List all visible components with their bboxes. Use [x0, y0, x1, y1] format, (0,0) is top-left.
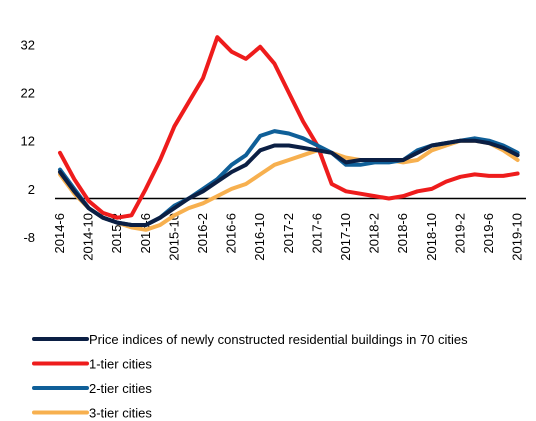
- legend-label: 2-tier cities: [89, 381, 152, 396]
- x-tick-label: 2016-10: [252, 213, 267, 261]
- x-tick-label: 2015-10: [166, 213, 181, 261]
- legend-label: 1-tier cities: [89, 357, 152, 372]
- x-tick-label: 2016-6: [224, 213, 239, 253]
- y-tick-label: -8: [23, 230, 35, 245]
- y-tick-label: 2: [28, 182, 35, 197]
- series-line: [58, 35, 520, 220]
- legend-label: Price indices of newly constructed resid…: [89, 332, 468, 347]
- x-tick-label: 2016-2: [195, 213, 210, 253]
- y-tick-label: 32: [21, 37, 35, 52]
- x-tick-label: 2014-6: [52, 213, 67, 253]
- x-tick-label: 2019-10: [510, 213, 525, 261]
- x-tick-label: 2014-10: [81, 213, 96, 261]
- x-tick-label: 2018-6: [395, 213, 410, 253]
- x-tick-label: 2015-6: [138, 213, 153, 253]
- x-tick-label: 2018-2: [367, 213, 382, 253]
- y-tick-label: 22: [21, 86, 35, 101]
- y-tick-label: 12: [21, 134, 35, 149]
- x-tick-label: 2017-6: [309, 213, 324, 253]
- x-tick-label: 2017-2: [281, 213, 296, 253]
- x-tick-label: 2019-2: [452, 213, 467, 253]
- legend-label: 3-tier cities: [89, 406, 152, 421]
- x-tick-label: 2019-6: [481, 213, 496, 253]
- x-tick-label: 2018-10: [424, 213, 439, 261]
- x-tick-label: 2017-10: [338, 213, 353, 261]
- series-line: [58, 138, 520, 232]
- series-line: [58, 138, 520, 227]
